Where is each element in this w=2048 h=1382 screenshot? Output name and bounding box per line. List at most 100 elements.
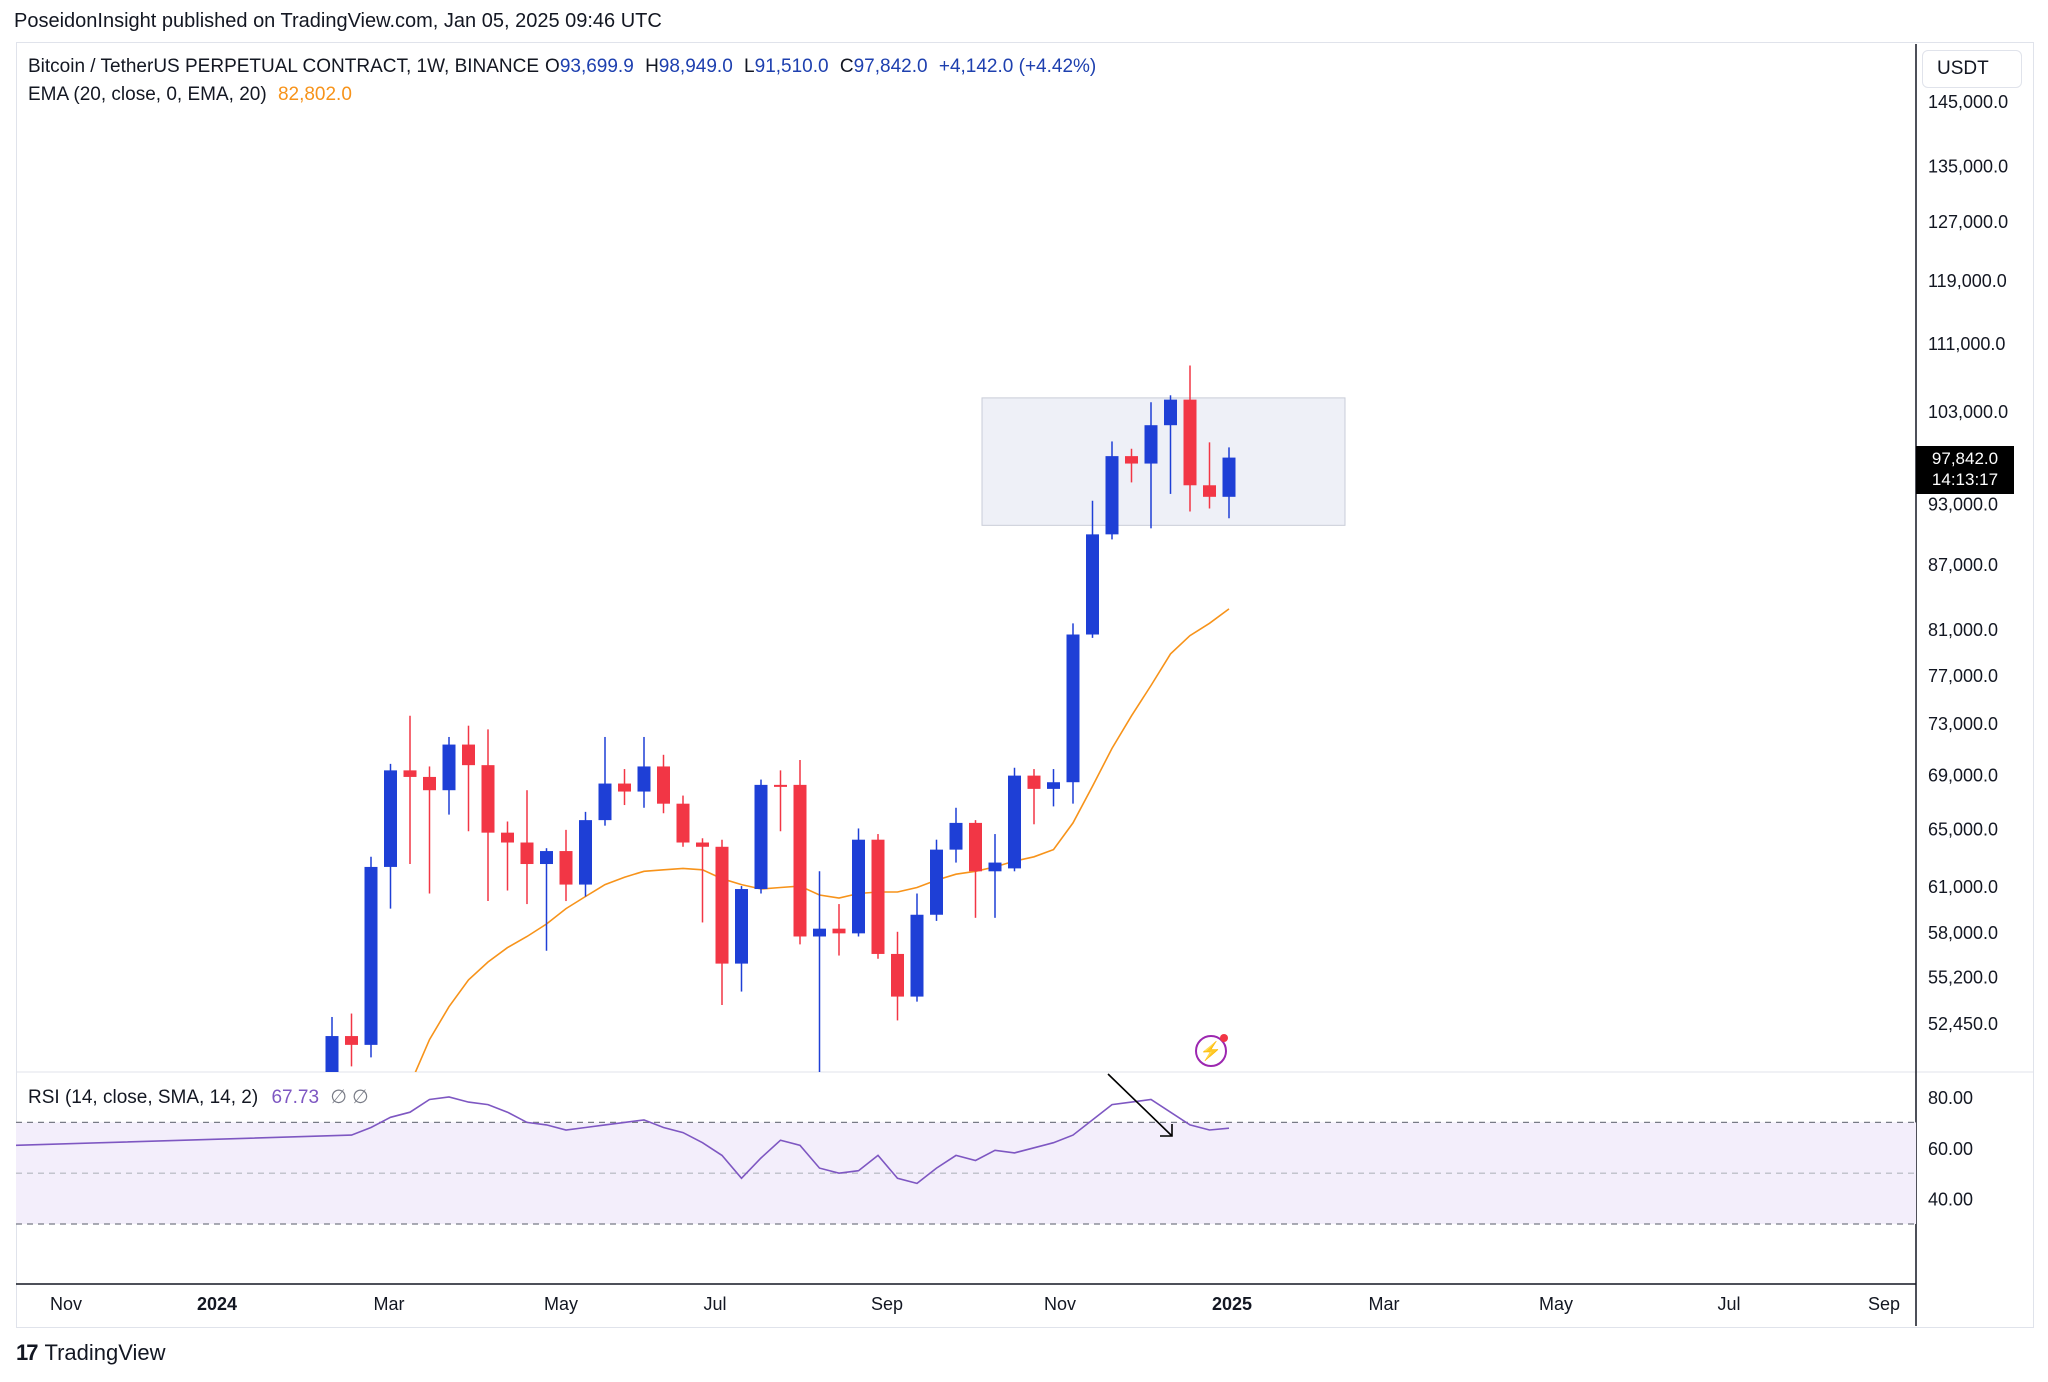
- currency-button[interactable]: USDT: [1922, 50, 2022, 88]
- candle-body-up: [1066, 634, 1080, 783]
- open-label: O: [545, 56, 560, 77]
- candle-body-up: [949, 822, 963, 850]
- candle: [910, 893, 924, 1002]
- candle-body-up: [1008, 775, 1021, 869]
- time-tick-label: Mar: [1369, 1294, 1400, 1314]
- candle: [442, 736, 456, 815]
- candle-body-down: [481, 765, 495, 833]
- candle: [559, 829, 573, 902]
- open-value: 93,699.9: [559, 56, 634, 77]
- candle-body-down: [832, 928, 846, 934]
- price-tick-label: 103,000.0: [1928, 402, 2008, 422]
- price-tick-label: 65,000.0: [1928, 819, 1998, 839]
- time-tick-label: Mar: [374, 1294, 405, 1314]
- rsi-legend: RSI (14, close, SMA, 14, 2) 67.73 ∅ ∅: [28, 1086, 369, 1109]
- high-label: H: [645, 56, 659, 77]
- time-tick-label: Nov: [50, 1294, 82, 1314]
- candle-body-down: [501, 832, 514, 843]
- candle-body-up: [930, 849, 943, 915]
- publisher-line: PoseidonInsight published on TradingView…: [14, 10, 662, 32]
- candle-body-down: [403, 770, 417, 777]
- ema-legend: EMA (20, close, 0, EMA, 20) 82,802.0: [28, 84, 358, 106]
- rsi-value: 67.73: [271, 1087, 320, 1108]
- candle: [832, 904, 846, 956]
- price-tick-label: 87,000.0: [1928, 555, 1998, 575]
- candle-body-up: [598, 783, 612, 821]
- lightning-icon[interactable]: ⚡: [1195, 1034, 1228, 1067]
- rsi-line: [16, 1096, 1230, 1185]
- candle-body-up: [1144, 425, 1158, 464]
- candle-body-up: [1105, 456, 1119, 535]
- candle-body-up: [540, 851, 553, 865]
- candle-body-up: [325, 1036, 339, 1072]
- last-price: 97,842.0: [1931, 449, 1999, 468]
- price-tick-label: 61,000.0: [1928, 877, 1998, 897]
- candle: [481, 729, 495, 902]
- candle: [1144, 402, 1158, 529]
- high-value: 98,949.0: [658, 56, 733, 77]
- candle-body-down: [618, 783, 631, 792]
- rsi-tick-label: 60.00: [1928, 1139, 1973, 1159]
- candle: [715, 839, 729, 1006]
- candle-body-down: [1203, 485, 1216, 497]
- symbol-label: Bitcoin / TetherUS PERPETUAL CONTRACT, 1…: [28, 56, 540, 77]
- notification-dot: [1220, 1034, 1228, 1042]
- price-tick-label: 135,000.0: [1928, 157, 2008, 177]
- time-tick-label: Sep: [871, 1294, 903, 1314]
- candle-body-down: [559, 851, 573, 885]
- candle-body-down: [1183, 399, 1197, 486]
- rsi-visibility-icons[interactable]: ∅ ∅: [330, 1087, 369, 1108]
- rsi-tick-label: 40.00: [1928, 1190, 1973, 1210]
- ema-value: 82,802.0: [277, 84, 352, 105]
- candle-body-down: [520, 842, 534, 865]
- candle: [988, 834, 1002, 918]
- candle: [852, 828, 865, 937]
- candle: [637, 736, 651, 808]
- candle-body-up: [1047, 782, 1060, 789]
- candle: [754, 779, 768, 894]
- candle-body-up: [1086, 534, 1099, 635]
- candle-body-up: [364, 866, 378, 1045]
- candle: [403, 715, 417, 865]
- bar-countdown: 14:13:17: [1931, 470, 1999, 489]
- annotation-arrowhead: [1160, 1124, 1173, 1137]
- candle: [1183, 365, 1197, 512]
- candle: [618, 769, 631, 806]
- candle: [345, 1013, 358, 1067]
- candle-body-down: [1125, 456, 1138, 464]
- candle: [813, 871, 826, 1072]
- candle: [676, 795, 690, 847]
- candle: [1066, 623, 1080, 804]
- price-tick-label: 69,000.0: [1928, 765, 1998, 785]
- candle: [462, 725, 475, 832]
- candle: [540, 848, 553, 951]
- price-tick-label: 119,000.0: [1928, 271, 2007, 291]
- candle: [969, 820, 982, 918]
- candle: [1125, 448, 1138, 483]
- candle: [774, 770, 787, 832]
- time-tick-label: 2024: [197, 1294, 237, 1314]
- candle: [930, 839, 943, 921]
- candle-body-down: [891, 953, 904, 997]
- price-legend: Bitcoin / TetherUS PERPETUAL CONTRACT, 1…: [28, 56, 1102, 78]
- time-tick-label: Sep: [1868, 1294, 1900, 1314]
- candle-body-up: [384, 770, 397, 867]
- annotation-arrow: [1107, 1073, 1173, 1137]
- candle-body-down: [696, 842, 709, 847]
- candle-body-up: [813, 928, 826, 937]
- candle-body-up: [852, 839, 865, 934]
- candle: [1086, 500, 1099, 638]
- candle: [364, 856, 378, 1058]
- candle-body-down: [462, 744, 475, 766]
- candle: [1008, 767, 1021, 872]
- candle: [1105, 441, 1119, 540]
- last-price-tag: 97,842.0 14:13:17: [1916, 446, 2014, 494]
- tv-mark-icon: 17: [16, 1340, 39, 1365]
- chart-frame: [16, 42, 2034, 1328]
- price-tick-label: 93,000.0: [1928, 495, 1998, 515]
- ema-label: EMA (20, close, 0, EMA, 20): [28, 84, 267, 105]
- tradingview-logo[interactable]: 17 TradingView: [16, 1340, 166, 1366]
- price-tick-label: 111,000.0: [1928, 334, 2005, 354]
- candle: [384, 763, 397, 909]
